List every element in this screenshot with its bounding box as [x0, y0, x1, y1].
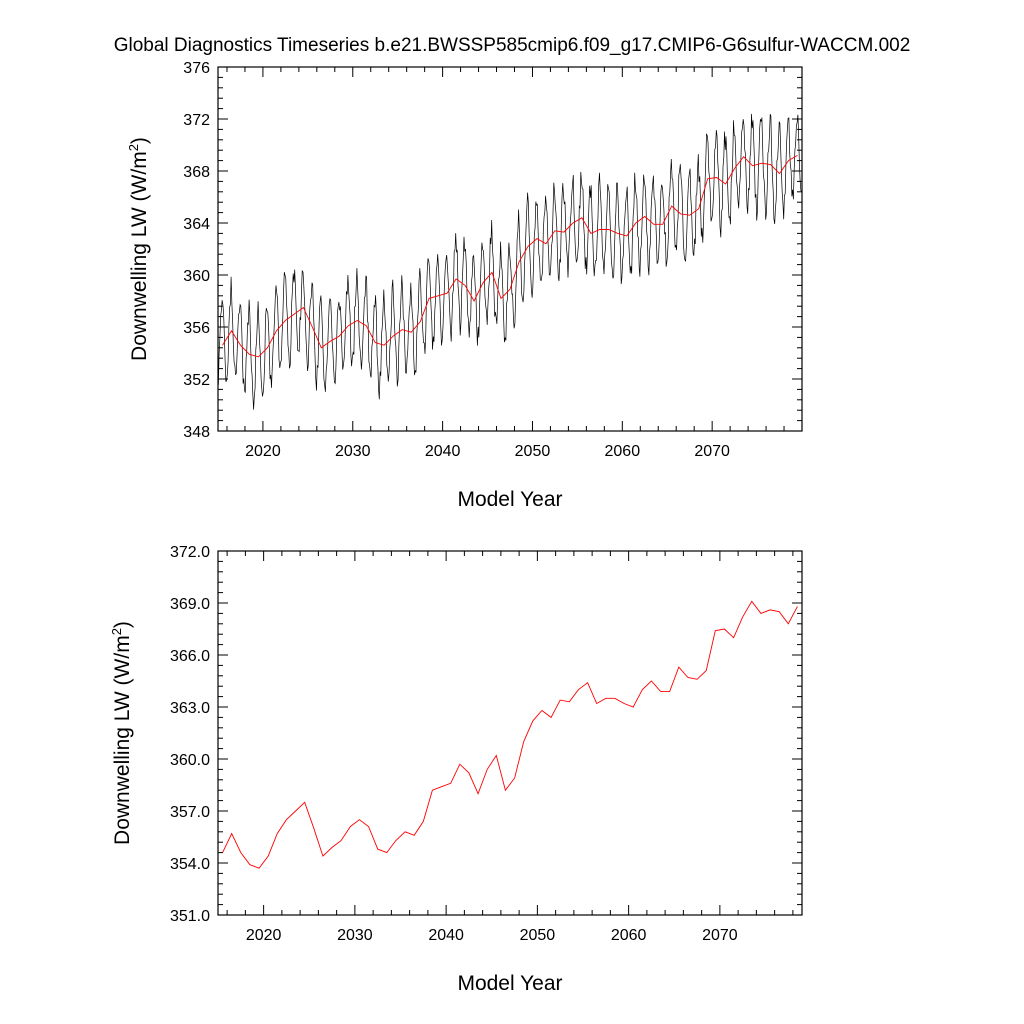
y-axis-title: Downwelling LW (W/m2) [109, 621, 134, 845]
y-tick-label: 351.0 [170, 908, 210, 925]
y-tick-label: 360.0 [170, 752, 210, 769]
x-tick-label: 2030 [335, 443, 371, 460]
x-axis-title: Model Year [457, 972, 562, 995]
y-tick-label: 364 [183, 216, 210, 233]
x-tick-label: 2050 [515, 443, 551, 460]
x-tick-label: 2060 [611, 927, 647, 944]
figure-title: Global Diagnostics Timeseries b.e21.BWSS… [114, 35, 911, 56]
x-tick-label: 2020 [246, 927, 282, 944]
y-tick-label: 368 [183, 164, 210, 181]
plot-frame [217, 550, 803, 916]
y-tick-label: 366.0 [170, 648, 210, 665]
x-tick-label: 2030 [337, 927, 373, 944]
plot-area [218, 113, 802, 410]
x-tick-label: 2040 [425, 443, 461, 460]
y-tick-label: 348 [183, 424, 210, 441]
y-axis-title: Downwelling LW (W/m2) [126, 137, 151, 361]
y-tick-label: 354.0 [170, 856, 210, 873]
top-panel: 2020 2030 2040 2050 2060 2070 348 352 356 360 364 3… [126, 60, 803, 511]
x-axis-title: Model Year [457, 488, 562, 511]
x-tick-label: 2070 [694, 443, 730, 460]
x-tick-label: 2060 [605, 443, 641, 460]
bottom-panel: 2020 2030 2040 2050 2060 2070 351.0 354.0 357.0 3… [109, 544, 803, 995]
x-tick-label: 2070 [702, 927, 738, 944]
y-tick-label: 372 [183, 112, 210, 129]
y-tick-label: 357.0 [170, 804, 210, 821]
y-tick-label: 372.0 [170, 544, 210, 561]
y-tick-label: 376 [183, 60, 210, 77]
x-tick-label: 2040 [428, 927, 464, 944]
plot-area [222, 600, 798, 869]
x-tick-label: 2020 [245, 443, 281, 460]
y-tick-label: 352 [183, 372, 210, 389]
plot-frame [217, 66, 803, 432]
y-tick-label: 360 [183, 268, 210, 285]
y-tick-label: 363.0 [170, 700, 210, 717]
y-tick-label: 369.0 [170, 596, 210, 613]
monthly-series-line [218, 113, 802, 410]
x-tick-label: 2050 [520, 927, 556, 944]
annual-series-line [222, 600, 798, 869]
annual-series-line [222, 155, 798, 358]
y-tick-label: 356 [183, 320, 210, 337]
